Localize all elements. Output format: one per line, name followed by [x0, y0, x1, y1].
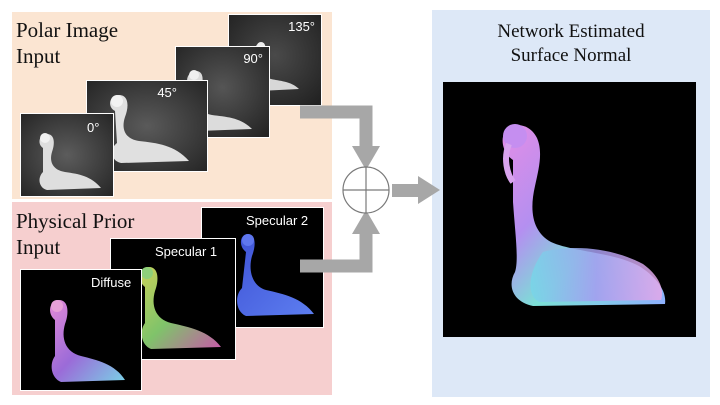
flamingo-grayscale-icon — [21, 114, 113, 196]
output-title: Network Estimated Surface Normal — [432, 20, 710, 68]
flamingo-diffuse-icon — [50, 300, 125, 382]
physical-prior-title-line2: Input — [16, 235, 61, 259]
polar-input-title: Polar Image Input — [16, 17, 118, 69]
flamingo-specular-2-icon — [237, 234, 314, 316]
polar-to-fusion-arrow — [300, 105, 380, 170]
polar-image-0: 0° — [20, 113, 114, 197]
fusion-to-output-arrow — [392, 176, 440, 204]
specular-1-label: Specular 1 — [155, 244, 218, 259]
angle-label-135: 135° — [288, 19, 315, 34]
output-title-line1: Network Estimated — [497, 21, 645, 42]
physical-prior-title-line1: Physical Prior — [16, 209, 135, 233]
prior-to-fusion-arrow — [300, 210, 380, 273]
flamingo-surface-normal-icon — [502, 124, 666, 306]
output-title-line2: Surface Normal — [510, 45, 632, 66]
flamingo-specular-1-icon — [140, 267, 221, 349]
angle-label-45: 45° — [157, 85, 177, 100]
polar-input-title-line2: Input — [16, 44, 61, 68]
fusion-operator-icon — [342, 166, 390, 214]
angle-label-90: 90° — [243, 51, 263, 66]
diffuse-label: Diffuse — [91, 275, 132, 290]
polar-input-title-line1: Polar Image — [16, 18, 119, 42]
specular-2-label: Specular 2 — [246, 213, 309, 228]
physical-prior-title: Physical Prior Input — [16, 208, 134, 260]
angle-label-0: 0° — [87, 120, 100, 135]
diffuse-image: Diffuse — [20, 269, 142, 391]
surface-normal-image — [443, 82, 696, 337]
